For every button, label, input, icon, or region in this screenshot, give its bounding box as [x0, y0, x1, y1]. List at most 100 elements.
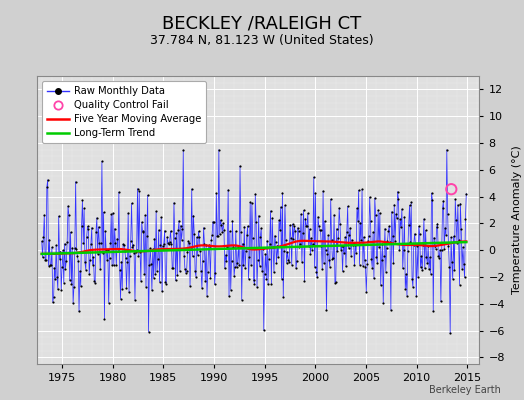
Point	[121, 248, 129, 255]
Point	[145, 262, 154, 268]
Point	[101, 228, 110, 234]
Point	[147, 260, 155, 267]
Point	[182, 269, 190, 276]
Point	[193, 234, 201, 240]
Point	[215, 231, 224, 238]
Point	[220, 226, 228, 233]
Legend: Raw Monthly Data, Quality Control Fail, Five Year Moving Average, Long-Term Tren: Raw Monthly Data, Quality Control Fail, …	[42, 81, 206, 143]
Point	[288, 221, 297, 227]
Point	[112, 262, 121, 268]
Point	[159, 243, 167, 249]
Point	[447, 186, 455, 192]
Point	[423, 260, 431, 266]
Point	[179, 147, 188, 153]
Point	[387, 307, 395, 313]
Point	[155, 227, 163, 233]
Point	[313, 274, 321, 280]
Point	[454, 237, 463, 244]
Point	[118, 286, 126, 292]
Point	[316, 227, 325, 233]
Point	[153, 268, 161, 274]
Point	[286, 222, 294, 228]
Point	[366, 194, 374, 200]
Point	[384, 228, 392, 234]
Point	[109, 210, 117, 216]
Point	[52, 242, 60, 249]
Point	[277, 276, 286, 282]
Point	[120, 242, 128, 248]
Point	[88, 224, 96, 231]
Point	[428, 197, 436, 203]
Point	[258, 268, 266, 274]
Point	[337, 246, 345, 253]
Point	[84, 226, 93, 232]
Point	[212, 190, 221, 197]
Point	[434, 253, 442, 260]
Point	[90, 277, 99, 284]
Point	[337, 243, 346, 249]
Point	[248, 200, 256, 206]
Point	[401, 285, 409, 292]
Point	[222, 258, 231, 264]
Point	[81, 259, 89, 266]
Point	[256, 233, 265, 240]
Point	[307, 235, 315, 241]
Point	[410, 230, 419, 237]
Point	[440, 246, 449, 252]
Point	[227, 258, 236, 264]
Point	[359, 234, 368, 240]
Point	[131, 297, 139, 303]
Point	[421, 265, 429, 272]
Point	[250, 281, 259, 287]
Point	[368, 264, 376, 271]
Point	[49, 294, 58, 301]
Point	[344, 245, 353, 251]
Point	[193, 252, 202, 258]
Point	[78, 223, 86, 229]
Point	[157, 214, 166, 220]
Point	[199, 258, 207, 264]
Point	[243, 232, 251, 238]
Point	[160, 227, 169, 234]
Point	[51, 276, 60, 282]
Point	[398, 206, 406, 212]
Point	[148, 287, 156, 294]
Point	[346, 224, 354, 231]
Point	[96, 266, 104, 272]
Point	[389, 260, 398, 266]
Point	[136, 249, 144, 255]
Point	[324, 232, 332, 239]
Point	[432, 245, 440, 252]
Point	[242, 248, 250, 254]
Point	[62, 258, 71, 264]
Point	[195, 234, 203, 241]
Point	[462, 190, 471, 197]
Point	[452, 217, 460, 223]
Point	[226, 228, 234, 234]
Point	[246, 199, 254, 206]
Point	[277, 204, 285, 210]
Point	[103, 256, 111, 263]
Point	[113, 236, 122, 242]
Point	[142, 284, 150, 290]
Point	[260, 270, 269, 277]
Point	[312, 269, 321, 275]
Point	[290, 223, 299, 229]
Point	[433, 220, 442, 227]
Point	[399, 247, 408, 253]
Point	[244, 223, 252, 229]
Point	[420, 216, 428, 222]
Point	[215, 146, 223, 153]
Point	[267, 281, 276, 287]
Point	[414, 223, 423, 230]
Point	[376, 210, 384, 216]
Point	[328, 236, 336, 243]
Point	[116, 296, 125, 302]
Point	[85, 271, 93, 277]
Point	[122, 254, 130, 261]
Point	[58, 264, 66, 270]
Point	[424, 243, 432, 249]
Point	[56, 256, 64, 262]
Point	[444, 243, 453, 249]
Point	[438, 246, 446, 253]
